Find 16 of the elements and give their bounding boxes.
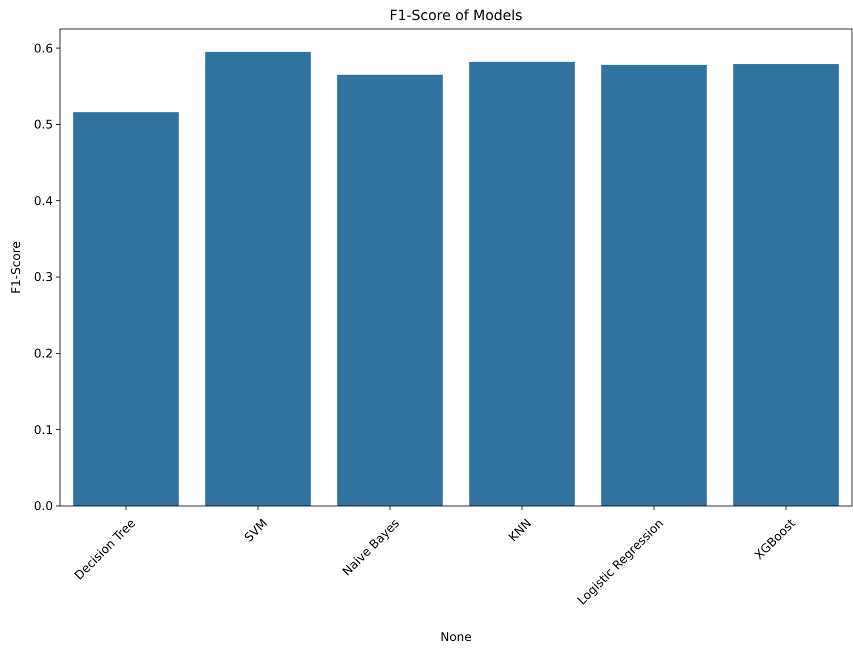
y-tick-label: 0.2 xyxy=(34,346,53,361)
y-tick-label: 0.3 xyxy=(34,270,53,284)
bar xyxy=(469,62,575,506)
y-tick-label: 0.0 xyxy=(34,499,53,514)
bar xyxy=(73,112,179,506)
y-tick-label: 0.4 xyxy=(34,194,53,208)
bar xyxy=(205,52,311,506)
x-axis-title: None xyxy=(440,630,472,644)
y-axis-title: F1-Score xyxy=(9,241,23,294)
y-tick-label: 0.5 xyxy=(34,118,53,132)
bar xyxy=(601,64,707,506)
bar xyxy=(337,74,443,506)
chart-title: F1-Score of Models xyxy=(390,8,522,24)
bar xyxy=(733,64,839,506)
y-tick-label: 0.6 xyxy=(34,41,53,56)
y-tick-label: 0.1 xyxy=(34,422,53,437)
